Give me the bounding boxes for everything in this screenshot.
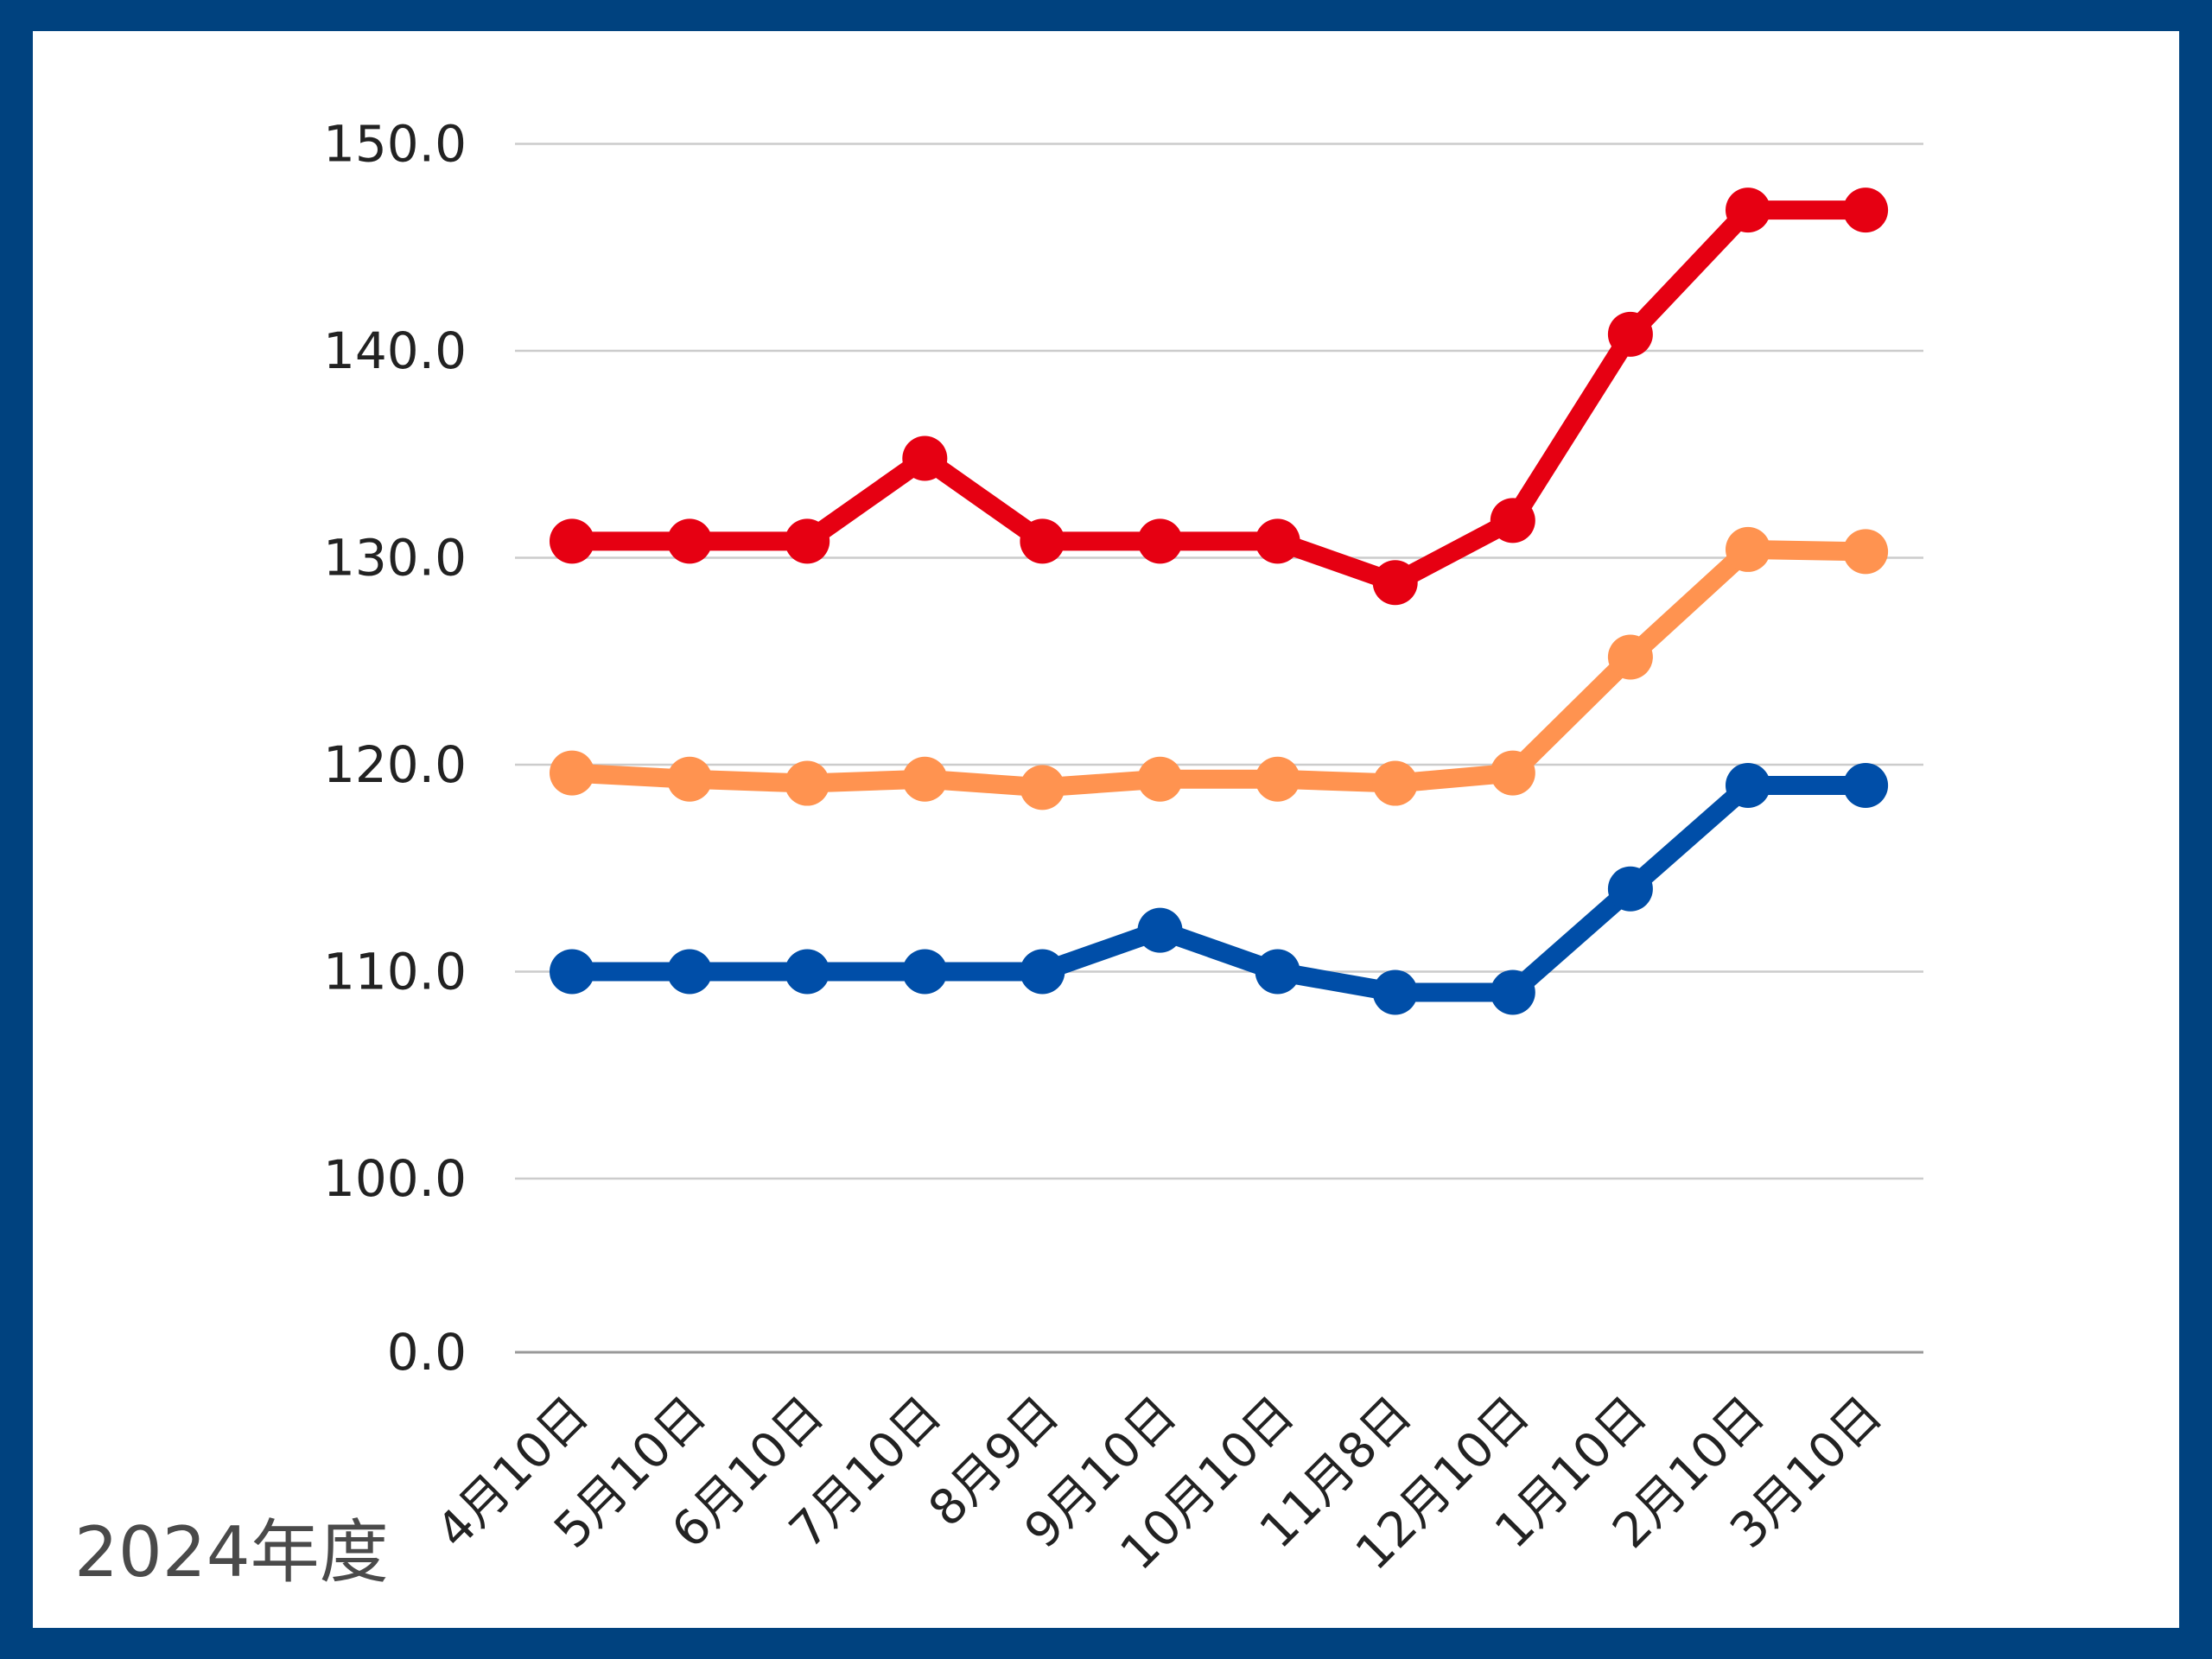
data-point-red	[1843, 188, 1889, 233]
data-point-orange	[550, 750, 594, 796]
y-tick-label: 0.0	[387, 1323, 467, 1382]
data-point-orange	[1607, 634, 1653, 680]
data-point-red	[785, 518, 830, 564]
series-layer	[550, 188, 1889, 1015]
y-tick-label: 110.0	[323, 943, 467, 1001]
data-point-blue	[1490, 969, 1535, 1015]
data-point-red	[1255, 518, 1300, 564]
series-orange	[550, 526, 1889, 810]
data-point-orange	[1137, 756, 1183, 802]
data-point-red	[1137, 518, 1183, 564]
data-point-blue	[785, 949, 830, 995]
data-point-red	[1607, 311, 1653, 357]
series-blue	[550, 762, 1889, 1015]
x-axis-ticks: 4月10日5月10日6月10日7月10日8月9日9月10日10月10日11月8日…	[426, 1386, 1893, 1581]
data-point-orange	[1726, 526, 1770, 572]
data-point-blue	[1607, 866, 1653, 912]
series-line-red	[563, 200, 1876, 593]
data-point-orange	[902, 756, 948, 802]
data-point-red	[667, 518, 713, 564]
data-point-red	[1372, 560, 1418, 606]
data-point-blue	[1843, 762, 1889, 808]
data-point-orange	[1020, 765, 1065, 810]
data-point-blue	[550, 949, 594, 995]
data-point-blue	[667, 949, 713, 995]
y-tick-label: 150.0	[323, 115, 467, 174]
data-point-orange	[1372, 760, 1418, 806]
y-tick-label: 100.0	[323, 1149, 467, 1208]
data-point-red	[1020, 518, 1065, 564]
data-point-orange	[1843, 529, 1889, 575]
data-point-blue	[902, 949, 948, 995]
data-point-red	[1490, 498, 1535, 543]
data-point-red	[1726, 188, 1770, 233]
data-point-orange	[1255, 756, 1300, 802]
series-line-orange	[563, 539, 1876, 798]
y-axis-ticks: 0.0 100.0 110.0 120.0 130.0 140.0 150.0	[323, 115, 467, 1382]
series-red	[550, 188, 1889, 606]
data-point-blue	[1372, 969, 1418, 1015]
data-point-blue	[1137, 907, 1183, 953]
data-point-blue	[1255, 949, 1300, 995]
y-tick-label: 130.0	[323, 529, 467, 588]
data-point-orange	[785, 760, 830, 806]
data-point-red	[550, 518, 594, 564]
grid-layer	[515, 143, 1923, 1354]
y-tick-label: 140.0	[323, 321, 467, 380]
data-point-orange	[1490, 750, 1535, 796]
data-point-blue	[1020, 949, 1065, 995]
series-line-blue	[563, 775, 1876, 1002]
data-point-blue	[1726, 762, 1770, 808]
fiscal-year-caption: 2024年度	[74, 1512, 389, 1592]
data-point-red	[902, 435, 948, 481]
y-tick-label: 120.0	[323, 735, 467, 794]
data-point-orange	[667, 756, 713, 802]
